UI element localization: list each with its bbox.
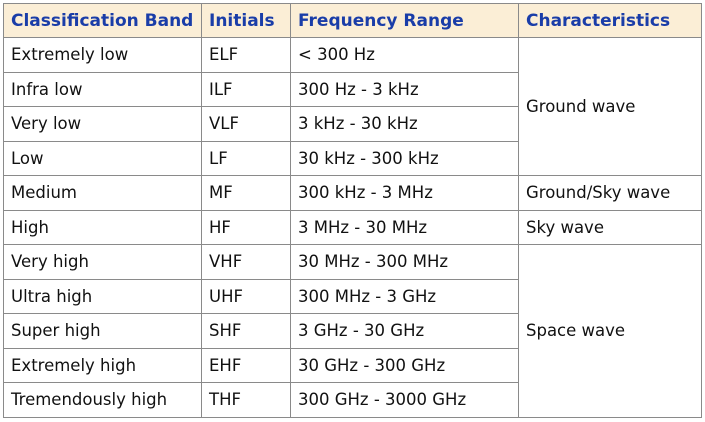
initials-cell: SHF [201, 313, 291, 349]
range-cell: 300 GHz - 3000 GHz [290, 382, 519, 418]
table-row: Extremely high EHF 30 GHz - 300 GHz [3, 347, 702, 383]
band-cell: Super high [3, 313, 202, 349]
range-cell: 300 MHz - 3 GHz [290, 278, 519, 314]
initials-cell: EHF [201, 347, 291, 383]
range-cell: 3 GHz - 30 GHz [290, 313, 519, 349]
table-row: Super high SHF 3 GHz - 30 GHz [3, 313, 702, 349]
range-cell: < 300 Hz [290, 37, 519, 73]
band-cell: High [3, 209, 202, 245]
characteristics-cell-space-wave: Space wave [518, 244, 702, 418]
table-row: Tremendously high THF 300 GHz - 3000 GHz [3, 382, 702, 418]
header-frequency-range: Frequency Range [290, 3, 519, 38]
initials-cell: THF [201, 382, 291, 418]
range-cell: 3 kHz - 30 kHz [290, 106, 519, 142]
table-row: Extremely low ELF < 300 Hz Ground wave [3, 37, 702, 176]
characteristics-cell-ground-sky-wave: Ground/Sky wave [518, 175, 702, 211]
characteristics-cell-ground-wave: Ground wave [518, 37, 702, 176]
initials-cell: UHF [201, 278, 291, 314]
band-cell: Tremendously high [3, 382, 202, 418]
table-row: Medium MF 300 kHz - 3 MHz Ground/Sky wav… [3, 175, 702, 211]
band-cell: Very high [3, 244, 202, 280]
header-initials: Initials [201, 3, 291, 38]
range-cell: 300 Hz - 3 kHz [290, 71, 519, 107]
band-cell: Extremely high [3, 347, 202, 383]
band-cell: Very low [3, 106, 202, 142]
band-cell: Infra low [3, 71, 202, 107]
table-row: Infra low ILF 300 Hz - 3 kHz [3, 71, 702, 107]
band-cell: Low [3, 140, 202, 176]
initials-cell: LF [201, 140, 291, 176]
table-row: Very high VHF 30 MHz - 300 MHz Space wav… [3, 244, 702, 418]
band-cell: Medium [3, 175, 202, 211]
initials-cell: HF [201, 209, 291, 245]
initials-cell: ELF [201, 37, 291, 73]
characteristics-cell-sky-wave: Sky wave [518, 209, 702, 245]
table-row: Low LF 30 kHz - 300 kHz [3, 140, 702, 176]
range-cell: 30 GHz - 300 GHz [290, 347, 519, 383]
table-row: Ultra high UHF 300 MHz - 3 GHz [3, 278, 702, 314]
range-cell: 3 MHz - 30 MHz [290, 209, 519, 245]
band-cell: Ultra high [3, 278, 202, 314]
header-classification-band: Classification Band [3, 3, 202, 38]
range-cell: 300 kHz - 3 MHz [290, 175, 519, 211]
initials-cell: VLF [201, 106, 291, 142]
table-row: Very low VLF 3 kHz - 30 kHz [3, 106, 702, 142]
frequency-band-table: Classification Band Initials Frequency R… [3, 3, 702, 418]
range-cell: 30 MHz - 300 MHz [290, 244, 519, 280]
table-row: High HF 3 MHz - 30 MHz Sky wave [3, 209, 702, 245]
band-cell: Extremely low [3, 37, 202, 73]
initials-cell: ILF [201, 71, 291, 107]
table-header-row: Classification Band Initials Frequency R… [3, 3, 702, 38]
header-characteristics: Characteristics [518, 3, 702, 38]
initials-cell: MF [201, 175, 291, 211]
initials-cell: VHF [201, 244, 291, 280]
range-cell: 30 kHz - 300 kHz [290, 140, 519, 176]
